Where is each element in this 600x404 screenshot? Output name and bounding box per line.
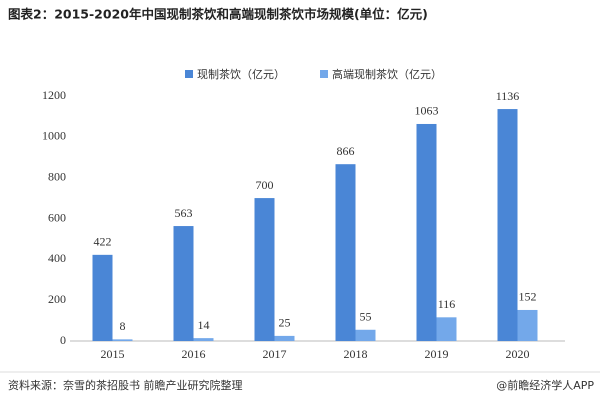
y-tick-label: 0 xyxy=(60,333,66,347)
bar xyxy=(517,309,538,341)
y-tick-label: 800 xyxy=(48,169,66,183)
y-tick-label: 200 xyxy=(48,292,66,306)
value-label: 152 xyxy=(519,290,537,304)
bar xyxy=(416,123,437,342)
x-tick-label: 2019 xyxy=(425,347,449,361)
value-label: 1063 xyxy=(415,104,439,118)
bar xyxy=(193,338,214,341)
x-tick-label: 2016 xyxy=(182,347,206,361)
credit: @前瞻经济学人APP xyxy=(496,378,594,392)
legend-swatch xyxy=(320,70,328,78)
value-label: 14 xyxy=(198,318,210,332)
bar xyxy=(335,164,356,341)
legend-label: 现制茶饮（亿元） xyxy=(197,68,285,81)
value-label: 8 xyxy=(120,319,126,333)
legend-label: 高端现制茶饮（亿元） xyxy=(332,67,442,81)
value-label: 700 xyxy=(256,178,274,192)
bar xyxy=(274,335,295,341)
x-tick-label: 2015 xyxy=(101,347,125,361)
bar xyxy=(173,226,194,341)
bar xyxy=(436,317,457,341)
x-tick-label: 2017 xyxy=(263,347,287,361)
bar xyxy=(112,339,133,341)
chart-title: 图表2：2015-2020年中国现制茶饮和高端现制茶饮市场规模(单位：亿元) xyxy=(8,7,428,22)
source: 资料来源：奈雪的茶招股书 前瞻产业研究院整理 xyxy=(8,378,243,392)
y-tick-label: 1000 xyxy=(42,129,66,143)
value-label: 55 xyxy=(360,310,372,324)
y-tick-label: 400 xyxy=(48,251,66,265)
value-label: 25 xyxy=(279,316,291,330)
value-label: 563 xyxy=(175,206,193,220)
value-label: 1136 xyxy=(496,89,520,103)
bar xyxy=(92,254,113,341)
value-label: 422 xyxy=(94,235,112,249)
bar xyxy=(355,329,376,341)
y-tick-label: 1200 xyxy=(42,88,66,102)
y-tick-label: 600 xyxy=(48,210,66,224)
value-label: 866 xyxy=(337,144,355,158)
bar xyxy=(254,198,275,341)
bar xyxy=(497,109,518,341)
x-tick-label: 2018 xyxy=(344,347,368,361)
value-label: 116 xyxy=(438,297,456,311)
legend-swatch xyxy=(185,70,193,78)
x-tick-label: 2020 xyxy=(506,347,530,361)
